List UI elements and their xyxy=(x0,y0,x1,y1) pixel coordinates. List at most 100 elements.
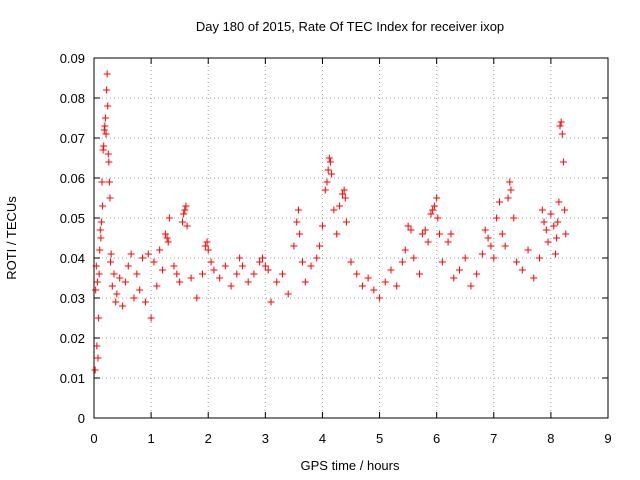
data-point xyxy=(433,194,441,202)
data-point xyxy=(296,230,304,238)
data-point xyxy=(326,158,334,166)
data-point xyxy=(100,126,108,134)
data-point xyxy=(99,146,107,154)
data-point xyxy=(153,282,161,290)
data-point xyxy=(410,254,418,262)
data-point xyxy=(347,258,355,266)
data-point xyxy=(99,202,107,210)
y-tick-label: 0.03 xyxy=(60,291,85,306)
data-point xyxy=(364,274,372,282)
data-point xyxy=(407,226,415,234)
data-point xyxy=(107,250,115,258)
x-tick-label: 2 xyxy=(205,431,212,446)
data-point xyxy=(447,230,455,238)
data-point xyxy=(199,270,207,278)
data-point xyxy=(182,202,190,210)
data-point xyxy=(323,178,331,186)
y-tick-label: 0.06 xyxy=(60,171,85,186)
data-point xyxy=(467,282,475,290)
data-point xyxy=(130,294,138,302)
data-point xyxy=(507,186,515,194)
data-point xyxy=(97,218,105,226)
data-point xyxy=(284,290,292,298)
data-point xyxy=(456,266,464,274)
data-points xyxy=(91,70,570,374)
data-point xyxy=(216,274,224,282)
data-point xyxy=(264,266,272,274)
data-point xyxy=(493,214,501,222)
data-point xyxy=(342,218,350,226)
data-point xyxy=(104,150,112,158)
data-point xyxy=(547,210,555,218)
data-point xyxy=(98,178,106,186)
data-point xyxy=(562,230,570,238)
data-point xyxy=(94,354,102,362)
data-point xyxy=(544,238,552,246)
data-point xyxy=(105,178,113,186)
data-point xyxy=(333,230,341,238)
data-point xyxy=(353,270,361,278)
data-point xyxy=(96,246,104,254)
data-point xyxy=(180,210,188,218)
data-point xyxy=(187,274,195,282)
data-point xyxy=(418,230,426,238)
data-point xyxy=(557,118,565,126)
data-point xyxy=(338,190,346,198)
data-point xyxy=(106,194,114,202)
data-point xyxy=(540,218,548,226)
data-point xyxy=(93,342,101,350)
data-point xyxy=(487,242,495,250)
data-point xyxy=(421,226,429,234)
data-point xyxy=(181,206,189,214)
data-point xyxy=(387,266,395,274)
data-point xyxy=(555,198,563,206)
data-point xyxy=(165,214,173,222)
data-point xyxy=(381,278,389,286)
data-point xyxy=(103,86,111,94)
data-point xyxy=(100,142,108,150)
data-point xyxy=(193,294,201,302)
data-point xyxy=(307,262,315,270)
data-point xyxy=(330,206,338,214)
y-tick-label: 0.09 xyxy=(60,51,85,66)
data-point xyxy=(321,186,329,194)
x-tick-label: 3 xyxy=(262,431,269,446)
data-point xyxy=(316,242,324,250)
data-point xyxy=(179,218,187,226)
data-point xyxy=(136,286,144,294)
data-point xyxy=(535,254,543,262)
data-point xyxy=(95,270,103,278)
data-point xyxy=(498,230,506,238)
data-point xyxy=(278,270,286,278)
data-point xyxy=(481,226,489,234)
data-point xyxy=(173,270,181,278)
data-point xyxy=(203,238,211,246)
data-point xyxy=(96,226,104,234)
grid xyxy=(94,58,608,418)
data-point xyxy=(438,258,446,266)
data-point xyxy=(294,206,302,214)
data-point xyxy=(93,278,101,286)
data-point xyxy=(183,222,191,230)
data-point xyxy=(104,102,112,110)
data-point xyxy=(484,234,492,242)
data-point xyxy=(559,158,567,166)
data-point xyxy=(461,254,469,262)
data-point xyxy=(112,298,120,306)
data-point xyxy=(473,270,481,278)
data-point xyxy=(141,298,149,306)
x-tick-label: 8 xyxy=(547,431,554,446)
data-point xyxy=(201,242,209,250)
data-point xyxy=(101,122,109,130)
data-point xyxy=(233,270,241,278)
data-point xyxy=(107,258,115,266)
data-point xyxy=(139,254,147,262)
y-tick-label: 0.05 xyxy=(60,211,85,226)
data-point xyxy=(542,226,550,234)
data-point xyxy=(318,222,326,230)
data-point xyxy=(258,254,266,262)
axis-ticks: 0 1 2 3 4 5 6 7 8 9 0 0.01 0.02 0.03 0.04 0.05 0.06 0.07 0… xyxy=(60,51,612,446)
data-point xyxy=(101,114,109,122)
data-point xyxy=(238,262,246,270)
data-point xyxy=(336,202,344,210)
